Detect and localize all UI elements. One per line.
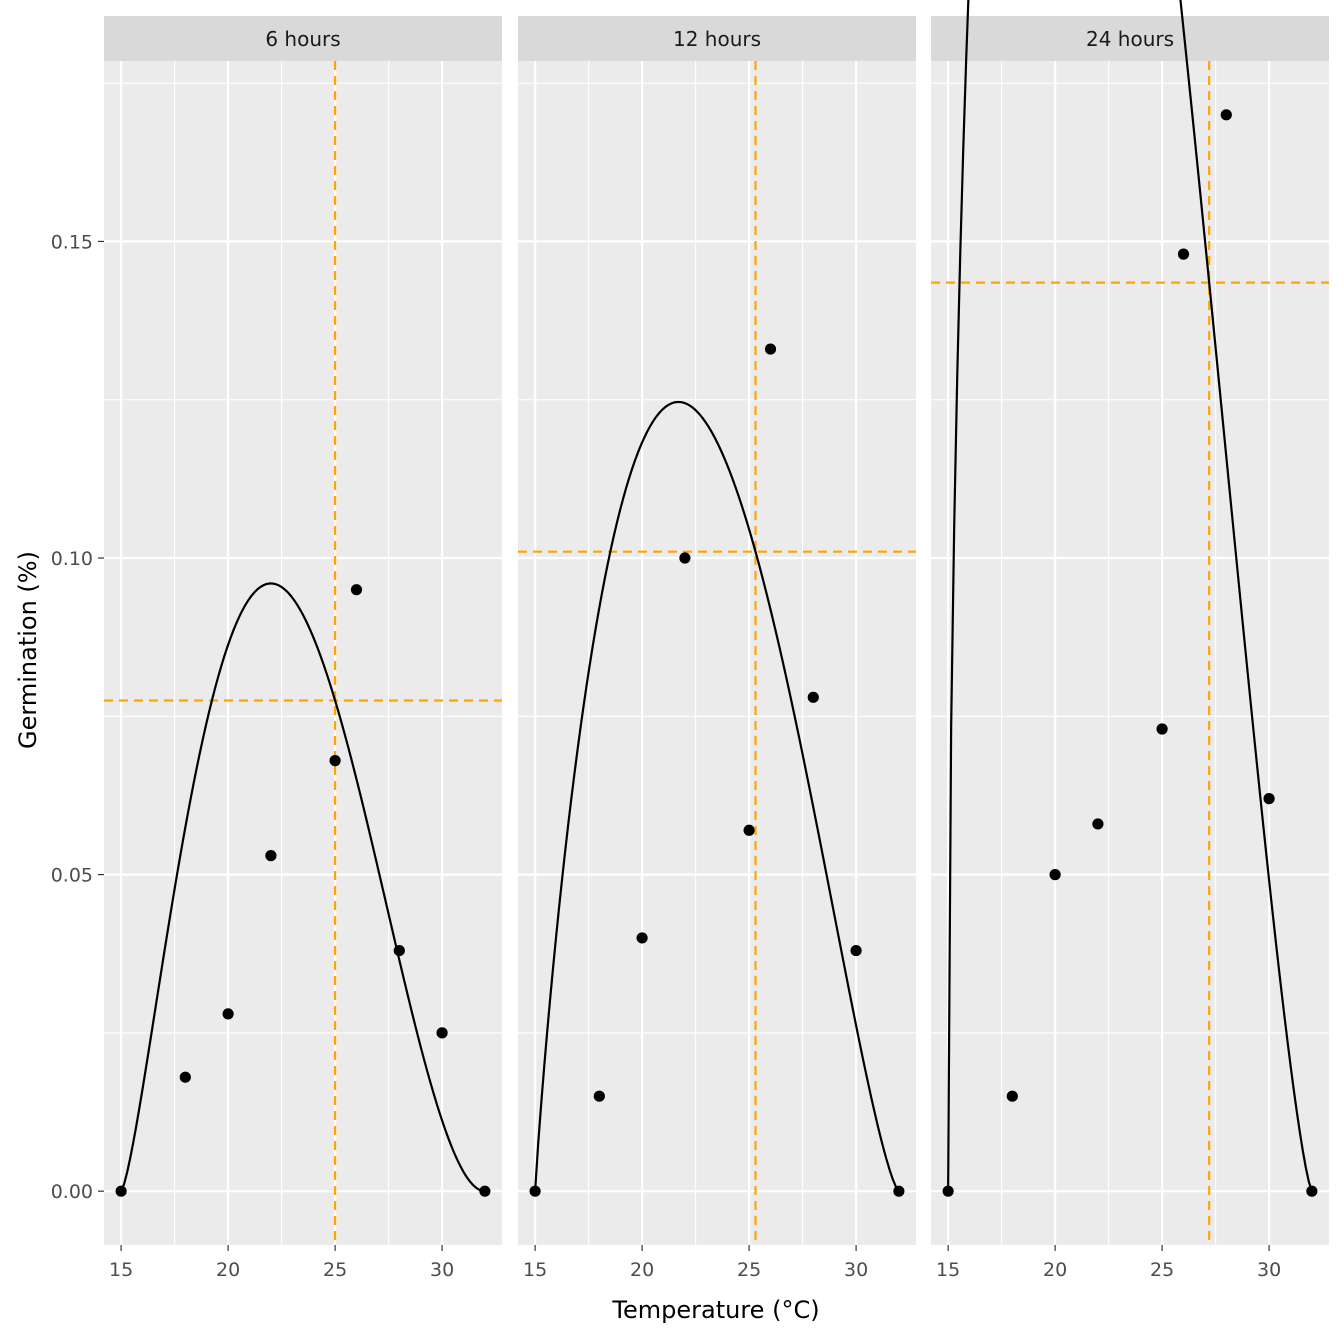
y-axis-title: Germination (%)	[14, 551, 42, 749]
data-point	[436, 1027, 448, 1039]
x-axis-title: Temperature (°C)	[611, 1296, 819, 1324]
x-axis: 15 20 25 30	[936, 1245, 1281, 1281]
data-point	[393, 944, 405, 957]
panel-background	[518, 61, 916, 1245]
y-tick-label: 0.00	[51, 1181, 93, 1203]
data-point	[679, 552, 691, 564]
data-point	[222, 1008, 234, 1020]
data-point	[265, 850, 277, 862]
x-tick-label: 20	[1043, 1259, 1067, 1281]
facet-panel: 6 hours	[104, 16, 502, 1245]
y-tick-label: 0.05	[51, 865, 93, 887]
x-tick-label: 25	[1150, 1259, 1174, 1281]
x-tick-label: 15	[523, 1259, 547, 1281]
x-tick-label: 15	[936, 1259, 960, 1281]
data-point	[350, 584, 363, 596]
x-axis: 15 20 25 30	[109, 1245, 454, 1281]
x-tick-label: 30	[844, 1259, 868, 1281]
data-point	[942, 1185, 954, 1197]
data-point	[329, 755, 341, 767]
fitted-curve	[947, 0, 1313, 1192]
facet-strip-label: 12 hours	[673, 27, 761, 51]
data-point	[1220, 109, 1232, 121]
data-point	[636, 932, 648, 944]
data-point	[764, 343, 777, 355]
data-point	[1049, 869, 1061, 881]
facet-panels: 6 hours 12 hours 24 hours	[104, 0, 1329, 1245]
data-point	[179, 1071, 191, 1083]
data-point	[743, 824, 755, 836]
data-point	[1263, 793, 1275, 805]
x-tick-label: 20	[216, 1259, 240, 1281]
data-point	[593, 1090, 605, 1102]
x-tick-label: 25	[323, 1259, 347, 1281]
facet-strip	[518, 16, 916, 61]
data-point	[1306, 1185, 1318, 1197]
data-point	[1177, 248, 1190, 260]
data-point	[479, 1185, 491, 1197]
facet-panel: 12 hours	[518, 16, 916, 1245]
data-point	[850, 944, 862, 957]
y-tick-label: 0.15	[51, 231, 93, 253]
x-tick-label: 20	[630, 1259, 654, 1281]
y-axis: 0.00 0.05 0.10 0.15	[51, 231, 104, 1203]
fitted-curve	[534, 400, 900, 1192]
facet-strip	[931, 16, 1329, 61]
x-tick-label: 25	[737, 1259, 761, 1281]
facet-panel: 24 hours	[931, 0, 1329, 1245]
data-point	[1156, 723, 1168, 735]
facet-strip	[104, 16, 502, 61]
fitted-curve	[120, 582, 486, 1193]
data-point	[893, 1185, 905, 1197]
y-tick-label: 0.10	[51, 548, 93, 570]
data-point	[1006, 1090, 1018, 1102]
data-point	[115, 1185, 127, 1197]
data-point	[1092, 818, 1104, 830]
panel-background	[104, 61, 502, 1245]
x-tick-label: 30	[1257, 1259, 1281, 1281]
facet-strip-label: 6 hours	[265, 27, 340, 51]
x-tick-label: 15	[109, 1259, 133, 1281]
x-axis: 15 20 25 30	[523, 1245, 868, 1281]
x-axes: 15 20 25 30 15 20 25 30 15 20 25 30	[109, 1245, 1281, 1281]
x-tick-label: 30	[430, 1259, 454, 1281]
data-point	[529, 1185, 541, 1197]
panel-background	[931, 61, 1329, 1245]
facet-strip-label: 24 hours	[1086, 27, 1174, 51]
data-point	[807, 691, 819, 703]
